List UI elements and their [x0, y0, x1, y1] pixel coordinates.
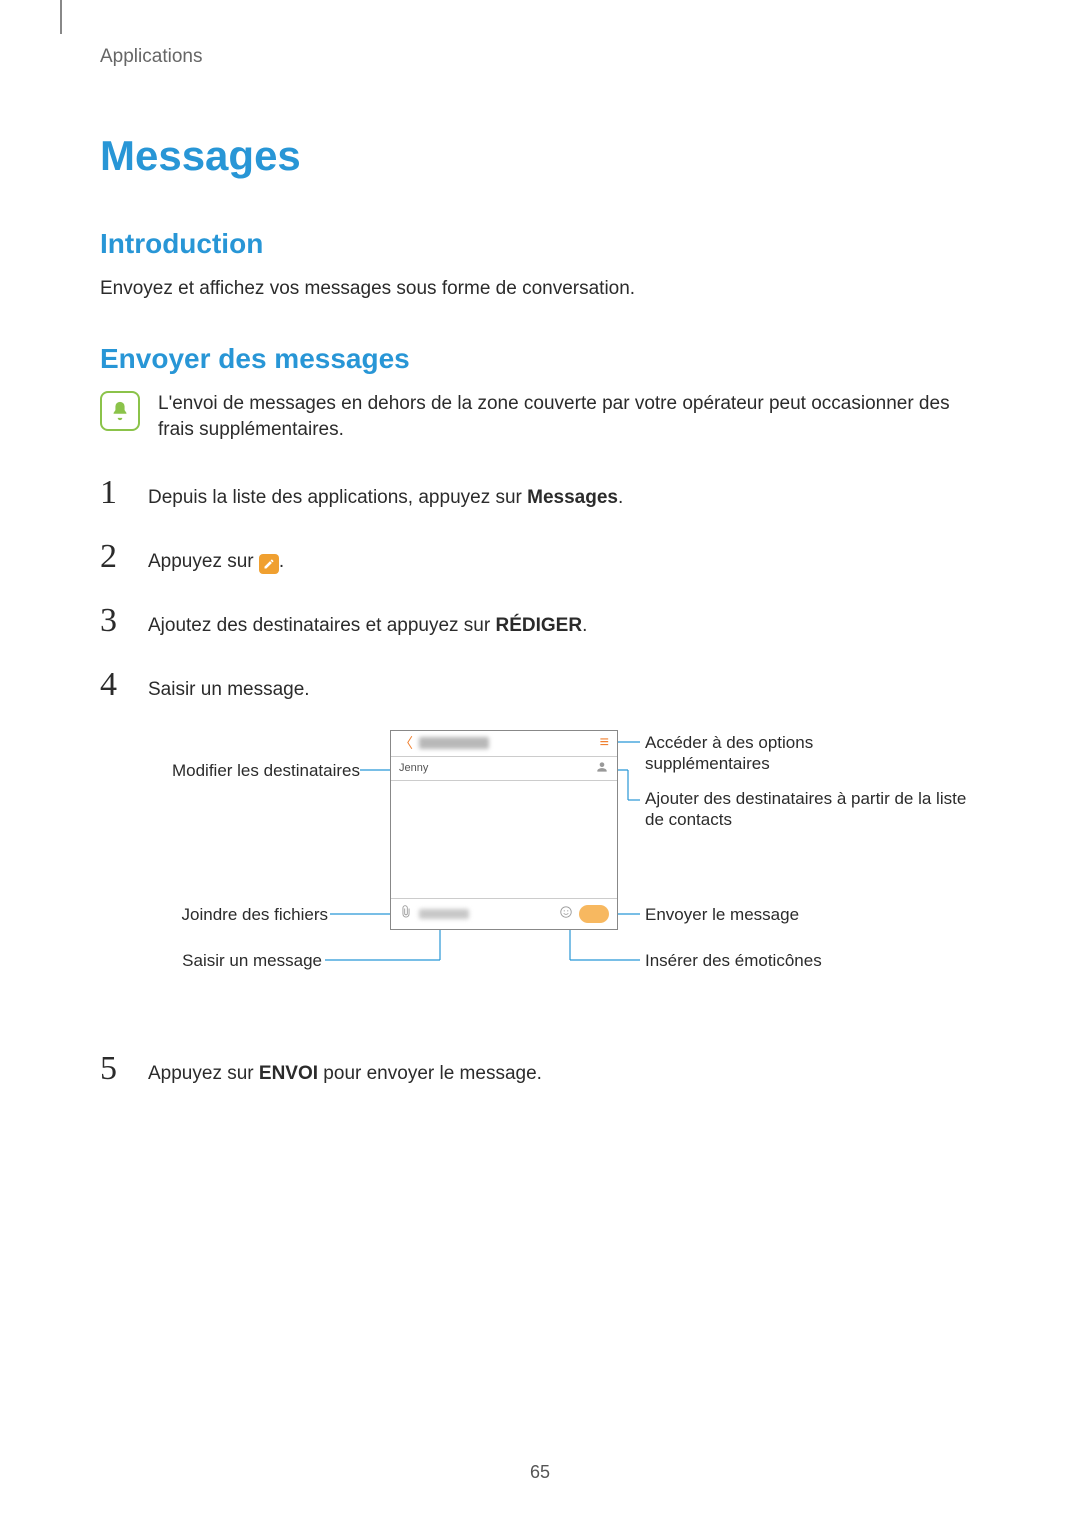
step-number: 3	[100, 602, 128, 640]
recipient-name: Jenny	[399, 762, 428, 774]
callout-enter-message: Saisir un message	[110, 950, 322, 971]
callout-modify-recipients: Modifier les destinataires	[110, 760, 360, 781]
step-number: 5	[100, 1050, 128, 1088]
message-diagram: 〈 ≡ Jenny Mod	[110, 730, 990, 1020]
callout-send-message: Envoyer le message	[645, 904, 905, 925]
step-number: 2	[100, 538, 128, 576]
back-icon: 〈	[399, 733, 413, 753]
step-2-text-post: .	[279, 551, 284, 572]
step-1-bold: Messages	[527, 487, 618, 508]
step-number: 4	[100, 666, 128, 704]
emoji-icon	[559, 905, 573, 922]
step-4: 4 Saisir un message.	[100, 666, 980, 704]
contact-icon	[595, 760, 609, 777]
attach-icon	[399, 905, 413, 922]
step-5-text-pre: Appuyez sur	[148, 1063, 259, 1084]
step-5-bold: ENVOI	[259, 1063, 318, 1084]
section-heading-introduction: Introduction	[100, 228, 980, 260]
callout-attach-files: Joindre des fichiers	[110, 904, 328, 925]
callout-add-contacts: Ajouter des destinataires à partir de la…	[645, 788, 975, 831]
phone-input-row	[391, 899, 617, 929]
page-title: Messages	[100, 132, 980, 180]
compose-icon	[259, 554, 279, 574]
step-1: 1 Depuis la liste des applications, appu…	[100, 474, 980, 512]
callout-insert-emoticons: Insérer des émoticônes	[645, 950, 905, 971]
section-heading-send: Envoyer des messages	[100, 343, 980, 375]
phone-header: 〈 ≡	[391, 731, 617, 757]
page-number: 65	[0, 1462, 1080, 1483]
callout-more-options: Accéder à des options supplémentaires	[645, 732, 905, 775]
step-3-text-post: .	[582, 615, 587, 636]
step-1-text-pre: Depuis la liste des applications, appuye…	[148, 487, 527, 508]
step-2-text-pre: Appuyez sur	[148, 551, 259, 572]
step-2: 2 Appuyez sur .	[100, 538, 980, 576]
bell-icon	[100, 391, 140, 431]
intro-text: Envoyez et affichez vos messages sous fo…	[100, 276, 980, 303]
step-3-text-pre: Ajoutez des destinataires et appuyez sur	[148, 615, 495, 636]
input-placeholder-blur	[419, 909, 469, 919]
step-4-text: Saisir un message.	[148, 669, 310, 704]
phone-mockup: 〈 ≡ Jenny	[390, 730, 618, 930]
note-text: L'envoi de messages en dehors de la zone…	[158, 391, 980, 444]
blurred-title	[419, 737, 489, 749]
step-5: 5 Appuyez sur ENVOI pour envoyer le mess…	[100, 1050, 980, 1088]
step-1-text-post: .	[618, 487, 623, 508]
step-3: 3 Ajoutez des destinataires et appuyez s…	[100, 602, 980, 640]
breadcrumb: Applications	[100, 46, 980, 68]
step-5-text-post: pour envoyer le message.	[318, 1063, 542, 1084]
recipient-row: Jenny	[391, 757, 617, 781]
phone-body	[391, 781, 617, 899]
step-3-bold: RÉDIGER	[495, 615, 582, 636]
send-button	[579, 905, 609, 923]
step-number: 1	[100, 474, 128, 512]
menu-icon: ≡	[600, 735, 609, 751]
